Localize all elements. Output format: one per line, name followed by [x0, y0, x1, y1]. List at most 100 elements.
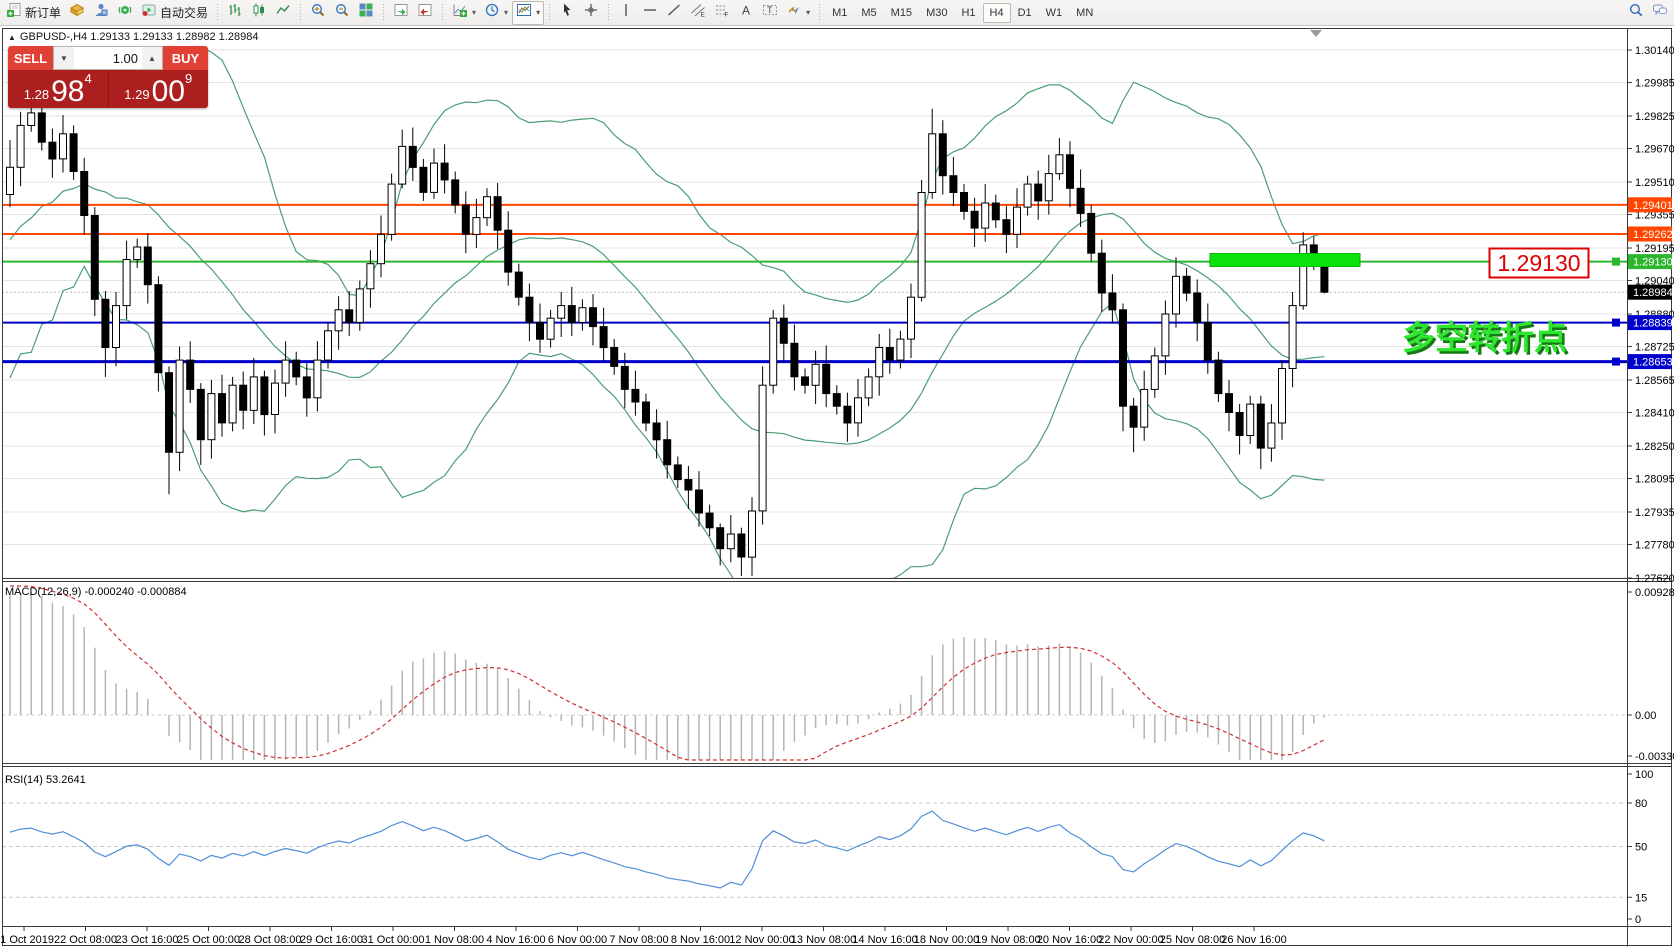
timeframe-button-h1[interactable]: H1	[961, 6, 976, 19]
period-button[interactable]: ▾	[480, 1, 512, 25]
level-lines	[2, 203, 1627, 364]
svg-text:1.29401: 1.29401	[1633, 200, 1673, 212]
channel-button[interactable]: E	[686, 1, 710, 25]
svg-text:21 Oct 2019: 21 Oct 2019	[0, 934, 54, 946]
arrows-button[interactable]: ▾	[782, 1, 814, 25]
symbol-ohlc-text: GBPUSD-,H4 1.29133 1.29133 1.28982 1.289…	[19, 31, 259, 43]
text-label-button[interactable]: T	[758, 1, 782, 25]
buy-price-small: 1.29	[124, 87, 150, 102]
candlestick-chart-button[interactable]	[247, 1, 271, 25]
cursor-button[interactable]	[555, 1, 579, 25]
svg-text:7 Nov 08:00: 7 Nov 08:00	[609, 934, 668, 946]
green-line-handle[interactable]	[1612, 257, 1620, 266]
chart-shift-button[interactable]	[413, 1, 437, 25]
rsi-line	[9, 810, 1325, 889]
channel-icon: E	[690, 2, 706, 23]
timeframe-button-w1[interactable]: W1	[1045, 6, 1063, 19]
zoom-out-icon	[334, 2, 350, 23]
macd-signal-line	[10, 585, 1325, 761]
svg-text:1.29040: 1.29040	[1635, 276, 1674, 288]
svg-text:6 Nov 00:00: 6 Nov 00:00	[548, 934, 607, 946]
green-zone-rectangle[interactable]	[1209, 253, 1361, 267]
svg-text:1.29355: 1.29355	[1635, 210, 1674, 222]
tile-windows-button[interactable]	[354, 1, 378, 25]
volume-decrease-button[interactable]: ▼	[54, 47, 74, 69]
svg-text:0.00: 0.00	[1635, 710, 1656, 722]
volume-increase-button[interactable]: ▲	[142, 47, 162, 69]
line-chart-icon	[275, 2, 291, 23]
buy-button[interactable]: BUY	[163, 46, 208, 70]
crosshair-button[interactable]	[579, 1, 603, 25]
svg-text:1.28565: 1.28565	[1635, 375, 1674, 387]
svg-text:20 Nov 16:00: 20 Nov 16:00	[1037, 934, 1102, 946]
template-button[interactable]: ▾	[512, 0, 545, 25]
rsi-title: RSI(14) 53.2641	[5, 774, 86, 786]
navigator-button[interactable]	[113, 1, 137, 25]
horizontal-line-button[interactable]	[638, 1, 662, 25]
zoom-in-icon	[310, 2, 326, 23]
svg-text:22 Nov 00:00: 22 Nov 00:00	[1098, 934, 1163, 946]
svg-text:13 Nov 08:00: 13 Nov 08:00	[791, 934, 856, 946]
symbol-header: ▲ GBPUSD-,H4 1.29133 1.29133 1.28982 1.2…	[8, 31, 258, 43]
zoom-out-button[interactable]	[330, 1, 354, 25]
svg-text:1.29510: 1.29510	[1635, 177, 1674, 189]
svg-text:50: 50	[1635, 842, 1647, 854]
line-chart-button[interactable]	[271, 1, 295, 25]
volume-spinner: ▼ ▲	[53, 46, 163, 70]
vertical-line-icon	[618, 2, 634, 23]
horizontal-line-icon	[642, 2, 658, 23]
vertical-line-button[interactable]	[614, 1, 638, 25]
svg-text:1.29985: 1.29985	[1635, 78, 1674, 90]
chevron-down-icon: ▾	[536, 8, 541, 17]
sell-price[interactable]: 1.28 98 4	[8, 70, 109, 108]
text-button[interactable]: A	[734, 1, 758, 25]
svg-text:25 Nov 08:00: 25 Nov 08:00	[1160, 934, 1225, 946]
collapse-triangle-icon[interactable]: ▲	[8, 32, 16, 42]
volume-input[interactable]	[74, 47, 142, 69]
timeframe-button-d1[interactable]: D1	[1017, 6, 1032, 19]
panel-frame	[2, 28, 1672, 947]
one-click-trading-panel: SELL ▼ ▲ BUY 1.28 98 4 1.29 00 9	[8, 46, 208, 108]
svg-text:100: 100	[1635, 769, 1653, 781]
data-window-button[interactable]	[89, 1, 113, 25]
svg-text:0: 0	[1635, 914, 1641, 926]
bar-chart-button[interactable]	[223, 1, 247, 25]
price-axis[interactable]: 1.30140 1.29985 1.29825 1.29670 1.29510 1.293…	[1627, 45, 1674, 585]
blue-line-handle-2[interactable]	[1612, 357, 1620, 366]
search-button[interactable]	[1624, 1, 1648, 25]
market-watch-icon	[69, 2, 85, 23]
auto-scroll-button[interactable]	[389, 1, 413, 25]
timeframe-button-h4[interactable]: H4	[982, 2, 1011, 23]
timeframe-button-mn[interactable]: MN	[1076, 6, 1094, 19]
new-order-button[interactable]: 新订单	[2, 1, 65, 25]
timeframe-button-m1[interactable]: M1	[832, 6, 848, 19]
fibonacci-button[interactable]: F	[710, 1, 734, 25]
timeframe-button-m5[interactable]: M5	[861, 6, 877, 19]
chevron-down-icon: ▾	[472, 8, 477, 17]
timeframe-button-m15[interactable]: M15	[890, 6, 913, 19]
svg-text:4 Nov 16:00: 4 Nov 16:00	[486, 934, 545, 946]
buy-price[interactable]: 1.29 00 9	[109, 70, 209, 108]
trendline-button[interactable]	[662, 1, 686, 25]
macd-indicator	[9, 585, 1326, 761]
candles	[6, 102, 1329, 576]
turning-point-annotation: 多空转折点 多空转折点	[1402, 319, 1570, 359]
market-watch-button[interactable]	[65, 1, 89, 25]
blue-line-handle-1[interactable]	[1612, 318, 1620, 327]
timeframe-button-m30[interactable]: M30	[926, 6, 948, 19]
new-chart-button[interactable]: ▾	[448, 1, 480, 25]
zoom-in-button[interactable]	[306, 1, 330, 25]
sell-button[interactable]: SELL	[8, 46, 53, 70]
buy-price-big: 00	[151, 75, 185, 108]
chart-shift-marker[interactable]	[1310, 30, 1322, 37]
svg-text:E: E	[701, 12, 706, 19]
community-chat-button[interactable]	[1648, 1, 1672, 25]
sell-price-sup: 4	[84, 71, 92, 86]
auto-trading-button[interactable]: 自动交易	[137, 1, 212, 25]
price-callout-label[interactable]: 1.29130	[1488, 247, 1590, 279]
svg-text:-0.003305: -0.003305	[1635, 751, 1674, 763]
svg-text:1.30140: 1.30140	[1635, 45, 1674, 57]
svg-text:19 Nov 08:00: 19 Nov 08:00	[975, 934, 1040, 946]
